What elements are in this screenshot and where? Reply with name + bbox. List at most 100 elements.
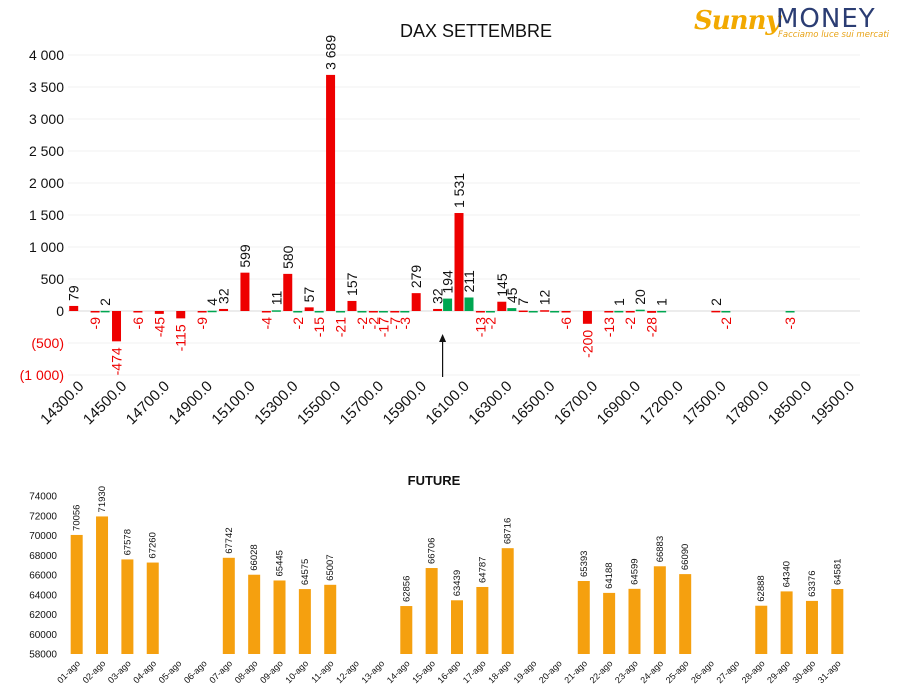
dax-x-tick-label: 15100.0 [208,378,258,428]
dax-data-label: -2 [482,317,498,330]
dax-bar [785,311,795,313]
dax-bar [240,272,250,311]
dax-bar [443,298,453,311]
future-data-label: 64787 [477,557,488,583]
dax-data-label: -17 [375,317,391,337]
dax-bar [100,310,110,313]
dax-data-label: -15 [311,317,327,337]
future-data-label: 65393 [579,551,590,577]
future-x-tick-label: 28-ago [740,658,767,685]
dax-y-tick-label: 2 000 [29,175,64,191]
dax-x-tick-label: 16900.0 [594,378,644,428]
dax-bar [90,311,100,313]
future-x-tick-label: 07-ago [207,658,234,685]
dax-data-label: 20 [632,289,648,305]
dax-bar [433,308,443,311]
future-y-tick-label: 60000 [29,630,57,641]
dax-bar [326,74,336,312]
dax-x-tick-label: 17200.0 [637,378,687,428]
future-data-label: 65007 [325,554,336,580]
dax-data-label: -2 [718,317,734,330]
dax-bar [390,311,400,313]
dax-data-label: 599 [237,244,253,268]
dax-x-tick-label: 17800.0 [722,378,772,428]
dax-bar [540,310,550,312]
future-x-tick-label: 23-ago [613,658,640,685]
future-y-tick-label: 74000 [29,492,57,503]
future-bar [400,606,413,654]
future-bar [805,600,818,654]
future-x-tick-label: 05-ago [157,658,184,685]
dax-bar [625,311,635,313]
future-x-tick-label: 21-ago [562,658,589,685]
future-y-tick-label: 70000 [29,531,57,542]
dax-data-label: 157 [344,272,360,296]
dax-data-label: 7 [515,298,531,306]
future-data-label: 66090 [680,544,691,570]
dax-data-label: -2 [290,317,306,330]
dax-x-tick-label: 18500.0 [765,378,815,428]
dax-data-label: -9 [87,317,103,330]
dax-data-label: -2 [365,317,381,330]
dax-bar [550,311,560,313]
future-x-tick-label: 26-ago [689,658,716,685]
future-data-label: 66028 [249,544,260,570]
dax-data-label: 1 [611,298,627,306]
dax-y-tick-label: 1 500 [29,207,64,223]
future-x-tick-label: 13-ago [359,658,386,685]
future-x-tick-label: 29-ago [765,658,792,685]
future-bar [451,600,463,654]
dax-bar [314,311,324,313]
future-x-tick-label: 18-ago [486,658,513,685]
future-y-tick-label: 66000 [29,571,57,582]
dax-data-label: -45 [151,317,167,337]
dax-bar [283,273,293,311]
future-data-label: 64599 [629,558,640,584]
dax-data-label: 45 [504,287,520,303]
logo-tagline: Facciamo luce sui mercati [778,30,890,40]
future-data-label: 70056 [72,505,83,531]
dax-y-tick-label: (500) [31,335,64,351]
dax-data-label: 580 [280,245,296,269]
future-x-tick-label: 02-ago [81,658,108,685]
future-data-label: 64575 [300,559,311,585]
dax-data-label: -13 [601,317,617,337]
dax-bar [604,311,614,313]
dax-bar [133,311,143,313]
future-data-label: 66706 [427,538,438,564]
dax-bar [154,311,164,314]
future-x-tick-label: 12-ago [334,658,361,685]
dax-data-label: -4 [258,317,274,330]
dax-bar [528,311,538,313]
dax-bars [69,74,795,342]
dax-bar [507,308,517,311]
dax-data-label: -2 [622,317,638,330]
dax-data-label: 32 [430,288,446,304]
future-x-tick-label: 17-ago [461,658,488,685]
dax-x-tick-label: 19500.0 [808,378,858,428]
future-bar [222,557,235,654]
future-bar [96,516,109,654]
future-bars [70,516,844,654]
dax-bar [336,311,346,313]
future-bar [298,589,311,654]
logo-brand-left: Sunny [694,6,781,36]
dax-x-tick-label: 16100.0 [422,378,472,428]
future-x-tick-label: 04-ago [131,658,158,685]
future-bar [324,584,337,654]
future-x-tick-label: 31-ago [816,658,843,685]
dax-x-tick-label: 14900.0 [166,378,216,428]
dax-data-label: 1 531 [451,173,467,208]
dax-bar [304,307,314,311]
future-y-tick-label: 64000 [29,590,57,601]
future-x-tick-label: 24-ago [638,658,665,685]
dax-data-label: -115 [173,324,189,351]
future-bar [121,559,134,654]
dax-arrow-head [439,334,447,342]
future-data-label: 62856 [401,576,412,602]
sunny-money-logo: Sunny MONEY Facciamo luce sui mercati [694,4,898,42]
dax-bar [112,311,122,342]
dax-x-tick-label: 16300.0 [465,378,515,428]
dax-bar [293,311,303,313]
